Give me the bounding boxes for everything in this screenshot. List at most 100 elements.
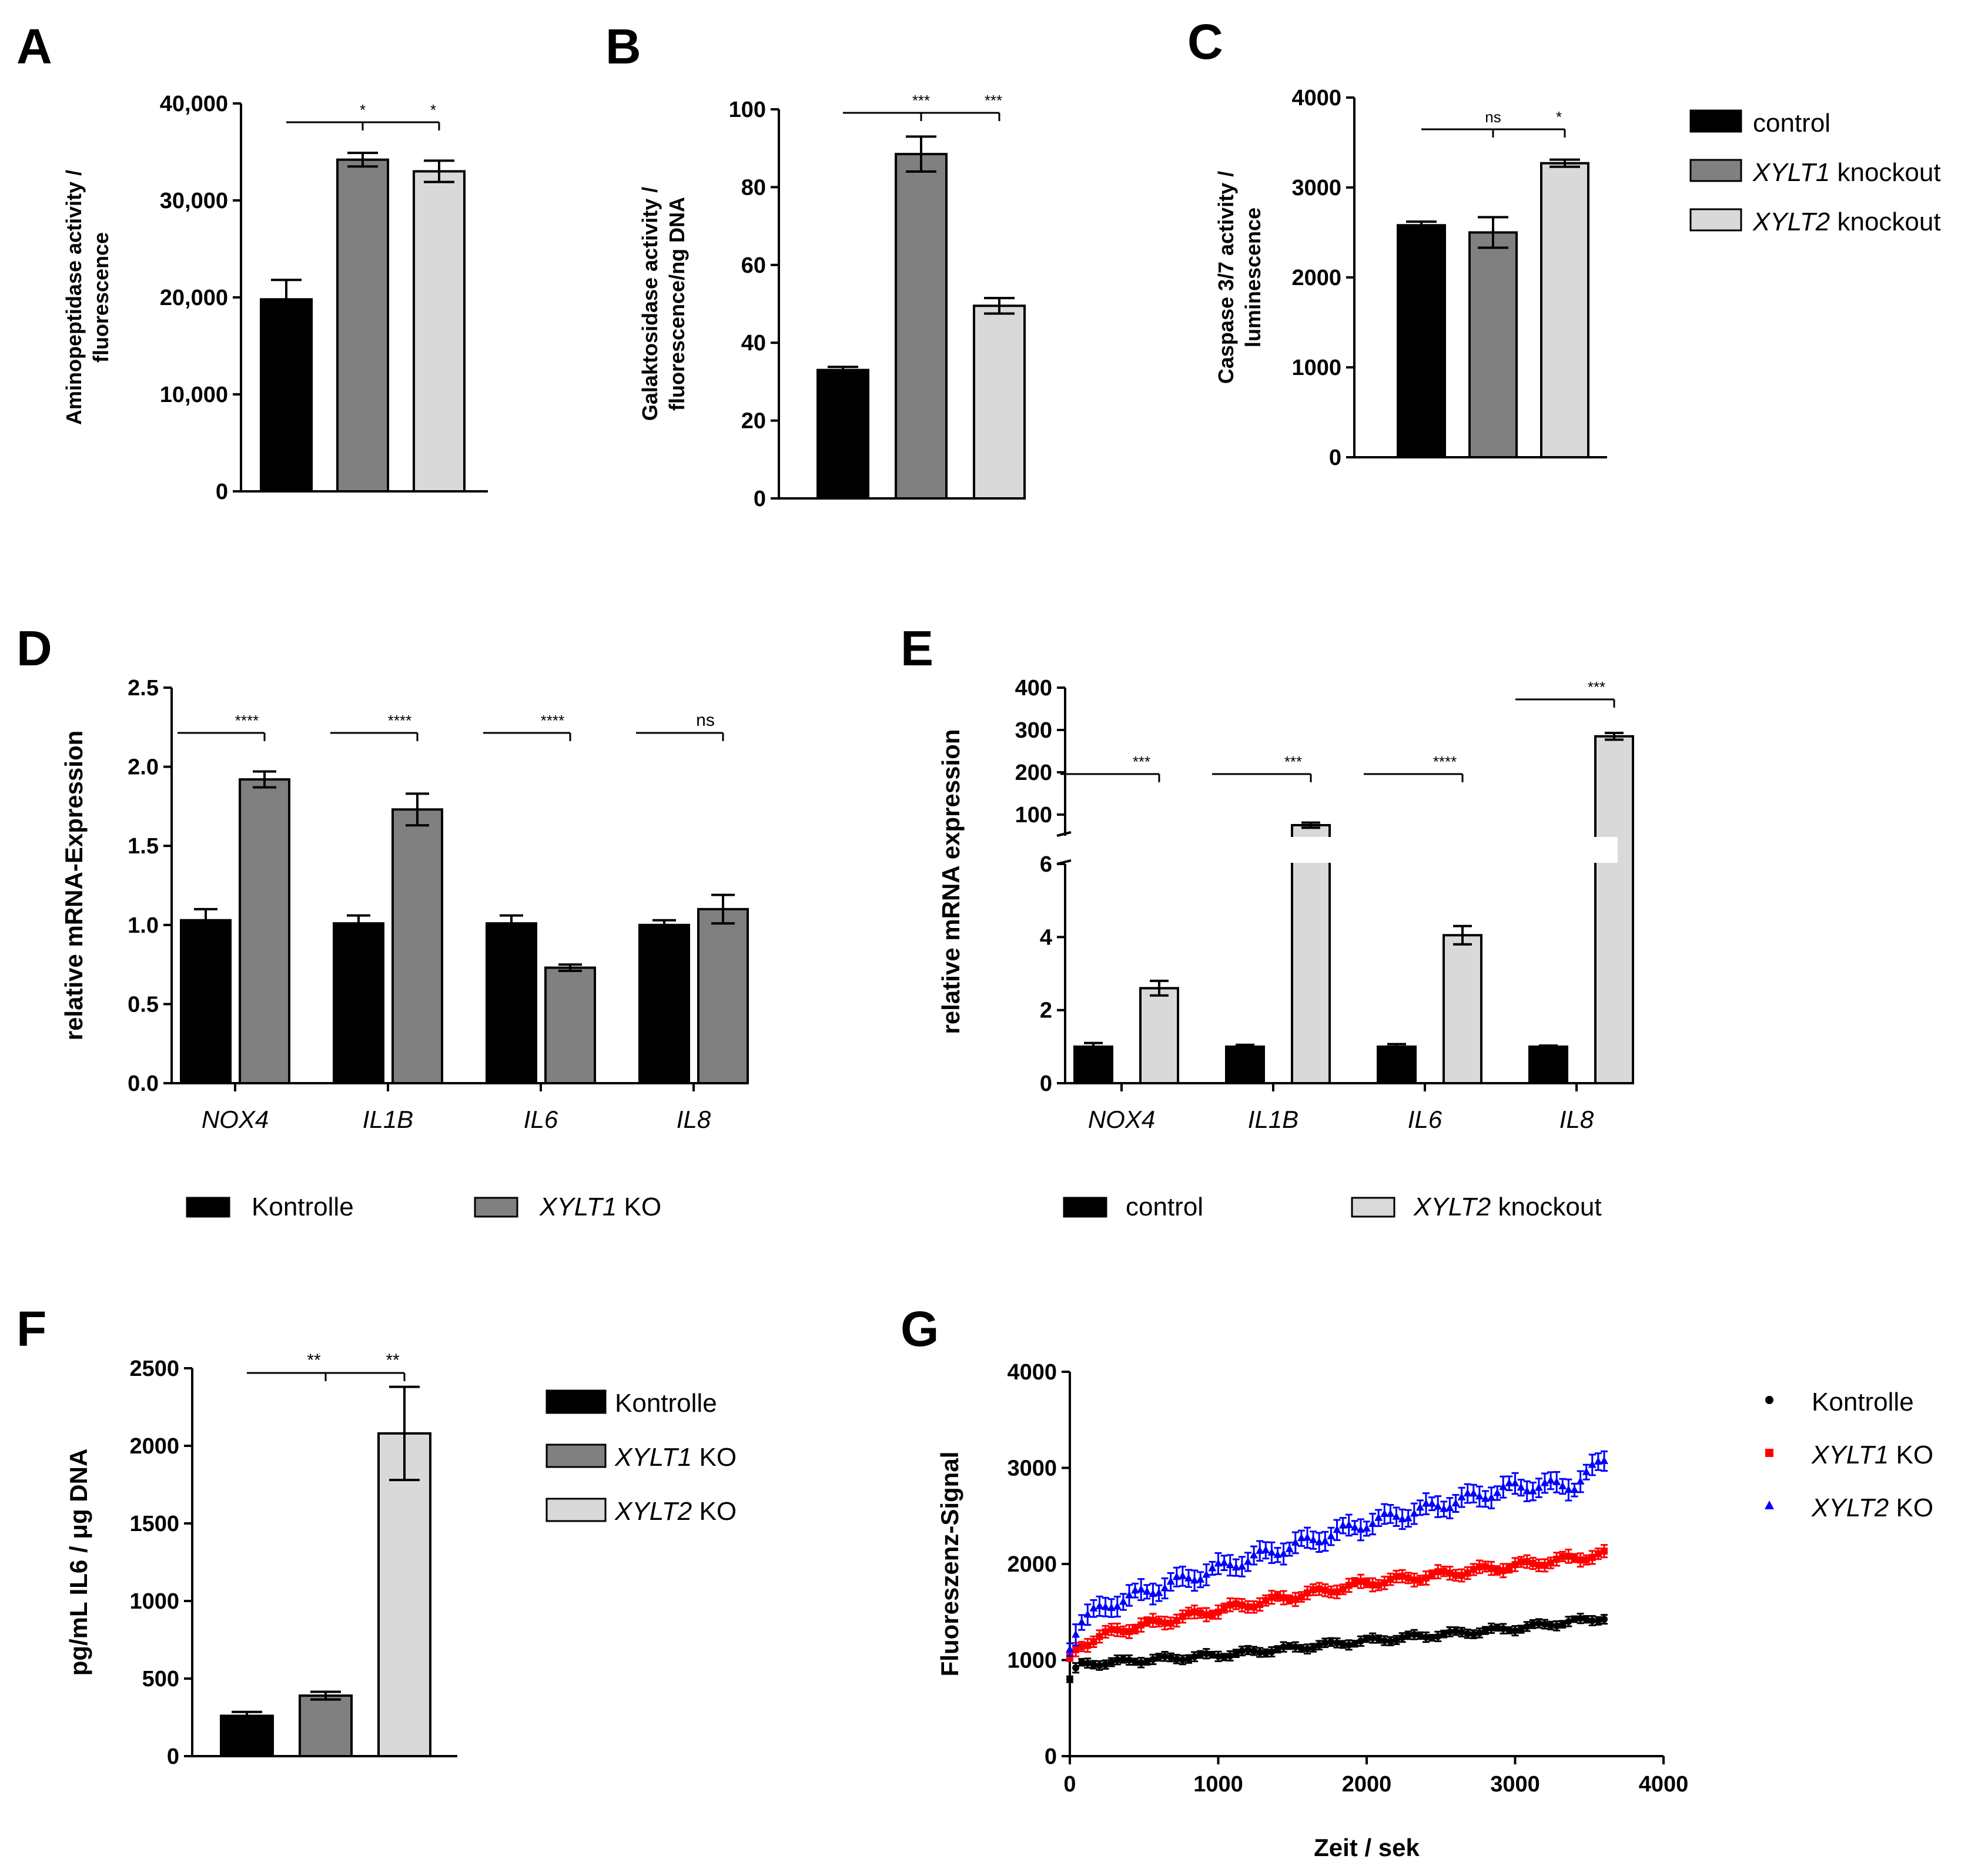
data-point [1119, 1597, 1127, 1605]
y-axis-label-line: Aminopeptidase activity / [62, 170, 86, 425]
data-point [1482, 1563, 1489, 1570]
bar [260, 298, 313, 493]
y-tick-label: 40 [741, 331, 766, 356]
bar [1225, 1045, 1265, 1085]
data-point [1113, 1656, 1121, 1664]
y-axis-label-line: relative mRNA expression [937, 729, 965, 1034]
data-point [1434, 1633, 1442, 1640]
y-tick-label: 2.0 [128, 755, 159, 780]
data-point [1321, 1536, 1330, 1545]
panel-letter: B [605, 19, 641, 74]
y-tick-label: 1000 [1291, 356, 1341, 380]
data-point [1535, 1562, 1542, 1569]
data-point [1576, 1476, 1585, 1485]
significance-label: * [360, 101, 366, 119]
data-point [1226, 1560, 1234, 1569]
data-point [1345, 1641, 1353, 1649]
data-point [1363, 1523, 1371, 1532]
data-point [1179, 1656, 1186, 1664]
legend-swatch [545, 1498, 607, 1522]
data-point [1500, 1567, 1507, 1575]
x-tick-label: NOX4 [1088, 1106, 1155, 1133]
data-point [1381, 1637, 1388, 1644]
data-point [1155, 1653, 1163, 1661]
data-point [1517, 1558, 1525, 1566]
data-point [1154, 1588, 1163, 1596]
data-point [1072, 1646, 1080, 1653]
data-point [1304, 1645, 1311, 1653]
bar [299, 1694, 353, 1758]
data-point [1600, 1456, 1608, 1465]
data-point [1488, 1565, 1495, 1572]
bar [1540, 162, 1589, 458]
data-point [1268, 1648, 1276, 1656]
panel-B: B 0 20 40 60 80 100 Galaktosidase activity / flu… [605, 19, 1026, 511]
data-point [1185, 1609, 1192, 1617]
y-axis-label-line: pg/mL IL6 / μg DNA [65, 1449, 92, 1676]
legend-label: XYLT2 knockout [1752, 207, 1941, 236]
data-point [1582, 1556, 1590, 1564]
data-point [1107, 1626, 1115, 1633]
y-tick-label: 20,000 [160, 286, 228, 310]
data-point [1113, 1626, 1121, 1634]
y-axis-label-line: relative mRNA-Expression [60, 731, 88, 1041]
data-point [1493, 1488, 1502, 1496]
data-point [1416, 1576, 1424, 1584]
data-point [1321, 1639, 1329, 1647]
data-point [1511, 1479, 1520, 1487]
y-axis-label: Caspase 3/7 activity / luminescence [1214, 171, 1265, 384]
data-point [1392, 1512, 1401, 1520]
data-point [1102, 1628, 1109, 1636]
data-point [1226, 1652, 1234, 1660]
bar [544, 966, 596, 1085]
data-point [1096, 1662, 1103, 1669]
bar [220, 1714, 274, 1758]
data-point [1137, 1659, 1145, 1666]
data-point [1268, 1593, 1276, 1601]
data-point [1279, 1549, 1288, 1558]
y-tick-label: 3000 [1291, 176, 1341, 200]
data-point [1416, 1632, 1424, 1639]
data-point [1446, 1628, 1454, 1636]
significance-label: *** [1588, 678, 1605, 696]
data-point [1451, 1498, 1460, 1506]
data-point [1214, 1608, 1222, 1616]
panel-A: A 0 10,000 20,000 30,000 40,000 Aminopeptidase… [16, 19, 488, 504]
y-tick-label: 1000 [1007, 1649, 1057, 1673]
y-tick-label: 30,000 [160, 189, 228, 213]
data-point [1280, 1643, 1287, 1651]
y-tick-label: 1.0 [128, 913, 159, 938]
legend-swatch [1689, 208, 1742, 232]
data-point [1522, 1486, 1531, 1495]
legend-swatch [1689, 109, 1742, 133]
data-point [1244, 1646, 1251, 1654]
data-point [1333, 1588, 1341, 1596]
data-point [1203, 1650, 1210, 1657]
legend-marker [1765, 1500, 1774, 1509]
data-point [1445, 1503, 1454, 1512]
data-point [1571, 1554, 1578, 1562]
y-tick-label: 4000 [1291, 86, 1341, 110]
data-point [1541, 1562, 1548, 1569]
significance-label: **** [388, 712, 411, 729]
data-point [1481, 1494, 1490, 1502]
y-axis-label: Galaktosidase activity / fluorescence/ng … [638, 187, 689, 421]
data-point [1261, 1545, 1270, 1553]
y-tick-label: 2000 [1291, 266, 1341, 290]
data-point [1220, 1653, 1228, 1661]
data-point [1535, 1620, 1542, 1627]
y-tick-label: 0 [1045, 1744, 1057, 1769]
axis-break-mark [1056, 859, 1072, 865]
data-point [1369, 1581, 1377, 1589]
y-tick-label: 0.5 [128, 992, 159, 1017]
data-point [1517, 1483, 1525, 1491]
data-point [1315, 1538, 1324, 1546]
data-point [1095, 1601, 1104, 1609]
data-point [1577, 1615, 1584, 1622]
significance-label: * [1556, 108, 1562, 126]
data-point [1357, 1577, 1364, 1585]
data-point [1149, 1656, 1157, 1663]
legend-label: Kontrolle [252, 1193, 354, 1221]
x-tick-label: NOX4 [202, 1106, 269, 1133]
